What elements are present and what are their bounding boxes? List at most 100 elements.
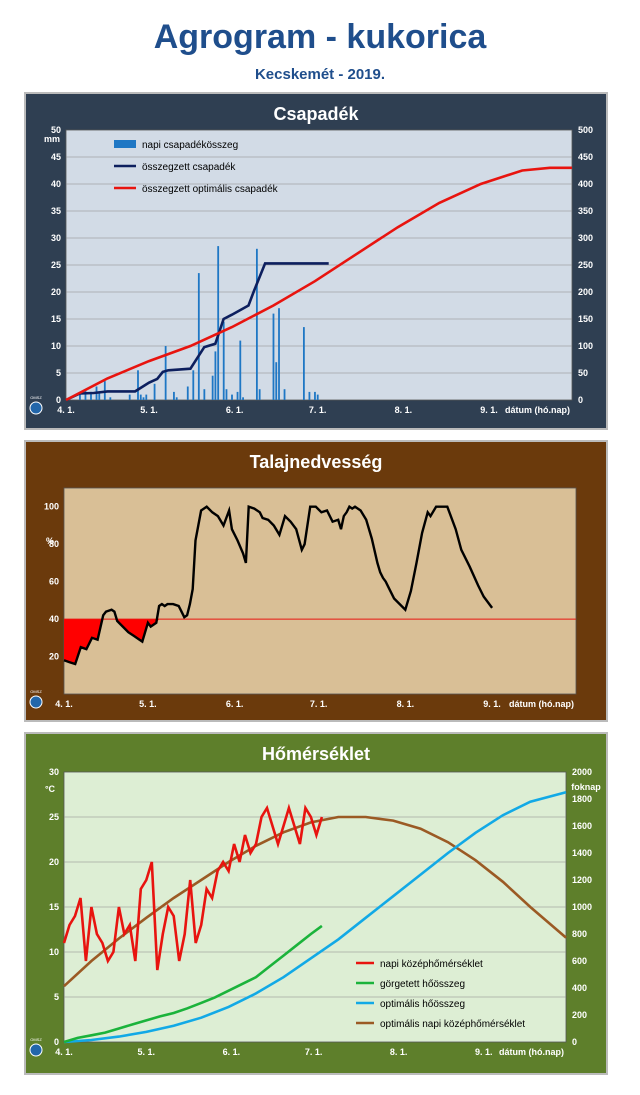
omsz-logo-text: OMSZ: [30, 689, 42, 694]
precip-bar: [258, 389, 261, 400]
y-tick-label: 80: [49, 539, 59, 549]
x-tick-label: 6. 1.: [223, 1047, 241, 1057]
page-title: Agrogram - kukorica: [153, 18, 487, 56]
y2-tick-label: 400: [578, 179, 593, 189]
legend-label: napi középhőmérséklet: [380, 959, 483, 970]
precip-bar: [272, 313, 275, 400]
y-tick-label: 5: [54, 992, 59, 1002]
precip-bar: [98, 391, 101, 400]
x-tick-label: 8. 1.: [395, 405, 413, 415]
omsz-logo-icon: [29, 1043, 43, 1057]
x-tick-label: 7. 1.: [309, 405, 327, 415]
precip-bar: [275, 362, 278, 400]
temperature-panel: Hőmérséklet 0 5 10 15 20 25 30 °C 0 200 400 600 800 10…: [24, 732, 608, 1075]
y2-tick-label: 400: [572, 983, 587, 993]
x-tick-label: 4. 1.: [55, 699, 73, 709]
y-tick-label: 100: [44, 502, 59, 512]
precip-bar: [203, 389, 206, 400]
y2-tick-label: 0: [578, 395, 583, 405]
y-tick-label: 35: [51, 206, 61, 216]
y2-tick-label: 0: [572, 1037, 577, 1047]
precip-bar: [255, 248, 258, 400]
precip-bar: [316, 394, 319, 400]
precip-bar: [79, 394, 81, 400]
y-tick-label: 15: [49, 902, 59, 912]
y2-tick-label: 1400: [572, 848, 592, 858]
y2-tick-label: 2000: [572, 767, 592, 777]
y-tick-label: 60: [49, 577, 59, 587]
y-axis-label: mm: [44, 134, 60, 144]
omsz-logo-text: OMSZ: [30, 395, 42, 400]
y-axis-label: °C: [45, 784, 56, 794]
precip-bar: [90, 391, 92, 400]
optimal-daily-mean-temp-line: [63, 815, 567, 988]
precip-bar: [186, 386, 189, 400]
precip-bar: [145, 394, 148, 400]
y2-tick-label: 150: [578, 314, 593, 324]
precip-bar: [214, 351, 217, 400]
panel-title: Csapadék: [273, 104, 359, 124]
y2-tick-label: 1600: [572, 821, 592, 831]
legend-label: összegzett csapadék: [142, 162, 236, 173]
y-axis-label: %: [46, 536, 54, 546]
precip-bar: [278, 308, 280, 400]
omsz-logo-text: OMSZ: [30, 1037, 42, 1042]
y2-tick-label: 250: [578, 260, 593, 270]
x-tick-label: 9. 1.: [480, 405, 498, 415]
y2-axis-label: foknap: [571, 782, 601, 792]
y2-tick-label: 600: [572, 956, 587, 966]
precip-bar: [239, 340, 242, 400]
x-tick-label: 5. 1.: [140, 405, 158, 415]
y2-tick-label: 1200: [572, 875, 592, 885]
x-tick-label: 9. 1.: [483, 699, 501, 709]
omsz-logo-icon: [29, 401, 43, 415]
precip-bar: [175, 397, 178, 400]
omsz-logo-icon: [29, 695, 43, 709]
y2-tick-label: 450: [578, 152, 593, 162]
legend-label: összegzett optimális csapadék: [142, 184, 279, 195]
y-tick-label: 30: [51, 233, 61, 243]
precip-bar: [84, 389, 87, 400]
x-tick-label: 6. 1.: [226, 699, 244, 709]
precip-bar: [192, 370, 195, 400]
y-tick-label: 10: [49, 947, 59, 957]
y2-tick-label: 50: [578, 368, 588, 378]
legend-swatch: [114, 140, 136, 148]
y2-tick-label: 200: [572, 1010, 587, 1020]
plot-area: [63, 487, 577, 695]
y-tick-label: 20: [49, 652, 59, 662]
y-tick-label: 50: [51, 125, 61, 135]
precip-bar: [225, 389, 228, 400]
precip-bar: [222, 321, 225, 400]
x-axis-label: dátum (hó.nap): [509, 699, 574, 709]
x-tick-label: 7. 1.: [305, 1047, 323, 1057]
precip-bar: [308, 391, 311, 400]
precipitation-panel: Csapadék 0 5 10 15 20 25 30 35 40 45 50 mm 0 50 100 150 2…: [24, 92, 608, 430]
temperature-chart: Hőmérséklet 0 5 10 15 20 25 30 °C 0 200 400 600 800 10…: [24, 732, 608, 1075]
precip-bar: [173, 391, 175, 400]
y-tick-label: 10: [51, 341, 61, 351]
y2-tick-label: 350: [578, 206, 593, 216]
optimal-precip-line: [65, 166, 572, 402]
x-tick-label: 5. 1.: [138, 1047, 156, 1057]
x-tick-label: 4. 1.: [55, 1047, 73, 1057]
y-tick-label: 0: [56, 395, 61, 405]
y-tick-label: 0: [54, 1037, 59, 1047]
y-tick-label: 30: [49, 767, 59, 777]
y-tick-label: 5: [56, 368, 61, 378]
y2-tick-label: 300: [578, 233, 593, 243]
x-tick-label: 9. 1.: [475, 1047, 493, 1057]
panel-title: Hőmérséklet: [262, 744, 370, 764]
y-tick-label: 45: [51, 152, 61, 162]
precip-bar: [236, 391, 239, 400]
y2-tick-label: 800: [572, 929, 587, 939]
y-tick-label: 25: [51, 260, 61, 270]
precip-bar: [109, 397, 112, 400]
precip-bar: [153, 383, 156, 400]
y-tick-label: 25: [49, 812, 59, 822]
x-tick-label: 4. 1.: [57, 405, 75, 415]
precip-bar: [217, 246, 220, 400]
precip-bar: [197, 273, 200, 400]
precip-bar: [128, 394, 131, 400]
soil-moisture-line: [63, 504, 494, 666]
